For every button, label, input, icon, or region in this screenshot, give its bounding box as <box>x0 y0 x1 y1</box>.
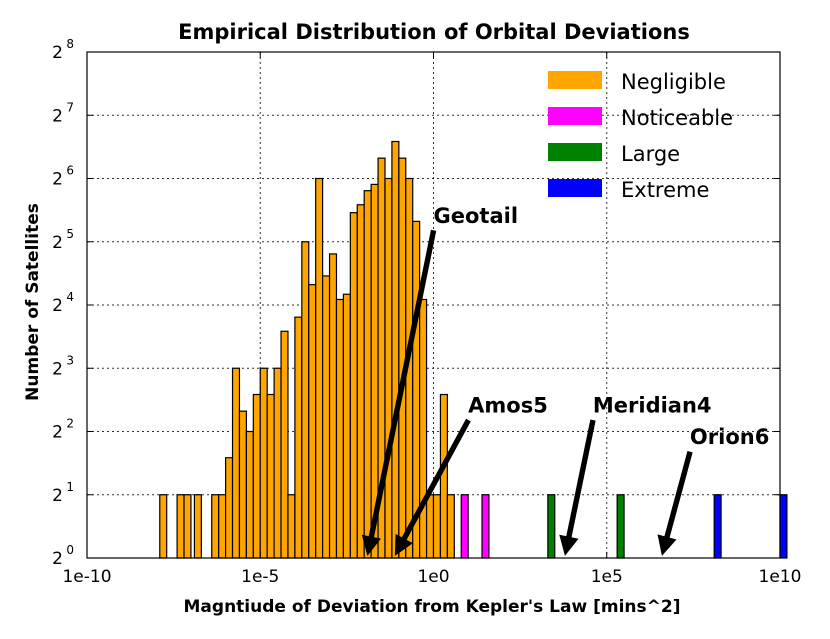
x-tick-label: 1e0 <box>417 567 449 587</box>
y-tick-label: 2 <box>52 423 63 443</box>
bar-negligible <box>328 253 338 559</box>
annotation-label-amos5: Amos5 <box>468 394 548 418</box>
x-tick-label: 1e10 <box>759 567 802 587</box>
bar-negligible <box>266 393 275 559</box>
legend-label-negligible: Negligible <box>621 70 726 94</box>
x-tick-label: 1e-10 <box>62 567 111 587</box>
bar-negligible <box>384 177 393 559</box>
bar-negligible <box>287 494 296 559</box>
bar-negligible <box>446 494 455 559</box>
y-tick-exponent: 6 <box>66 164 74 178</box>
y-tick-label: 2 <box>52 233 63 253</box>
legend-swatch-large <box>548 143 602 161</box>
y-tick-label: 2 <box>52 170 63 190</box>
y-tick-label: 2 <box>52 106 63 126</box>
bar-negligible <box>432 494 442 559</box>
y-tick-label: 2 <box>52 359 63 379</box>
annotation-label-geotail: Geotail <box>434 204 519 228</box>
bar-negligible <box>322 275 331 559</box>
bar-noticeable <box>481 494 490 559</box>
bar-negligible <box>280 330 289 559</box>
y-tick-label: 2 <box>52 486 63 506</box>
annotation-arrow <box>657 450 693 556</box>
bar-negligible <box>294 316 303 559</box>
y-axis-label: Number of Satellites <box>23 203 43 401</box>
bar-negligible <box>342 293 351 559</box>
bar-negligible <box>183 494 192 559</box>
y-tick-exponent: 8 <box>66 37 74 51</box>
bar-large <box>616 494 625 559</box>
legend: Negligible Noticeable Large Extreme <box>548 70 733 202</box>
bar-negligible <box>238 410 247 559</box>
legend-label-extreme: Extreme <box>621 178 709 202</box>
y-tick-exponent: 3 <box>66 353 74 367</box>
legend-label-large: Large <box>621 142 680 166</box>
bar-negligible <box>439 393 448 559</box>
bar-negligible <box>225 457 234 559</box>
bars <box>159 140 788 559</box>
legend-swatch-noticeable <box>548 107 602 125</box>
bar-negligible <box>308 284 317 559</box>
annotation-arrow <box>559 419 596 556</box>
bar-negligible <box>335 298 345 559</box>
y-tick-exponent: 7 <box>66 100 74 114</box>
bar-negligible <box>176 494 185 559</box>
annotations: Geotail Amos5 Meridian4 Orion6 <box>361 204 769 556</box>
y-tick-exponent: 1 <box>66 480 74 494</box>
annotation-arrow <box>394 418 471 556</box>
bar-negligible <box>273 367 282 559</box>
bar-negligible <box>193 494 202 559</box>
bar-noticeable <box>460 494 469 559</box>
bar-negligible <box>419 298 428 559</box>
bar-negligible <box>218 494 227 559</box>
x-tick-label: 1e-5 <box>241 567 279 587</box>
bar-negligible <box>349 212 358 559</box>
y-tick-exponent: 2 <box>66 417 74 431</box>
bar-negligible <box>356 204 365 559</box>
annotation-arrow <box>361 229 437 556</box>
y-tick-exponent: 4 <box>66 290 74 304</box>
y-tick-exponent: 0 <box>66 543 74 557</box>
bar-negligible <box>159 494 168 559</box>
bar-extreme <box>713 494 722 559</box>
legend-label-noticeable: Noticeable <box>621 106 733 130</box>
y-tick-label: 2 <box>52 43 63 63</box>
bar-negligible <box>259 367 268 559</box>
legend-swatch-negligible <box>548 71 602 89</box>
bar-negligible <box>231 367 241 559</box>
x-tick-label: 1e5 <box>591 567 623 587</box>
annotation-label-meridian4: Meridian4 <box>593 394 712 418</box>
bar-large <box>547 494 556 559</box>
legend-swatch-extreme <box>548 179 602 197</box>
y-tick-exponent: 5 <box>66 227 74 241</box>
bar-negligible <box>245 430 254 559</box>
bar-extreme <box>779 494 788 559</box>
bar-negligible <box>252 393 261 559</box>
annotation-label-orion6: Orion6 <box>690 425 769 449</box>
chart-title: Empirical Distribution of Orbital Deviat… <box>178 20 690 44</box>
bar-negligible <box>301 241 310 559</box>
bar-negligible <box>211 494 220 559</box>
x-axis-label: Magntiude of Deviation from Kepler's Law… <box>184 597 681 617</box>
y-tick-label: 2 <box>52 549 63 569</box>
y-tick-label: 2 <box>52 296 63 316</box>
bar-negligible <box>398 157 407 559</box>
bar-negligible <box>315 177 324 559</box>
bar-negligible <box>363 190 372 559</box>
bar-negligible <box>391 140 400 559</box>
bar-negligible <box>425 494 435 559</box>
